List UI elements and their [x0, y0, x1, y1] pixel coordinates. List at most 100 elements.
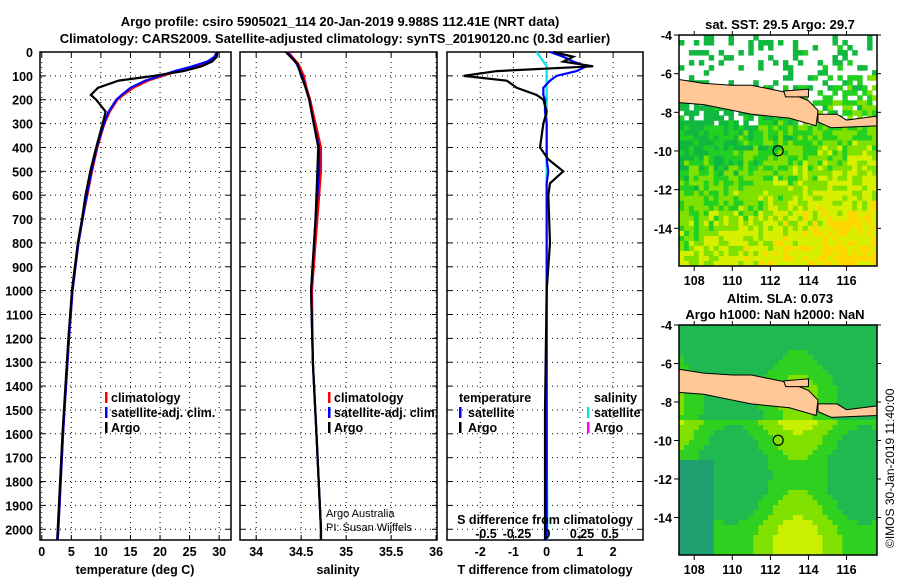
map-cell	[723, 230, 729, 237]
map-cell	[679, 340, 685, 346]
map-cell	[723, 255, 729, 262]
map-cell	[852, 365, 858, 371]
map-cell	[728, 425, 734, 431]
map-cell	[822, 360, 828, 366]
map-cell	[693, 530, 700, 536]
map-cell	[718, 360, 725, 366]
map-cell	[733, 535, 739, 541]
map-cell	[782, 225, 789, 232]
map-cell	[822, 185, 828, 192]
x-tick-label: 1	[576, 545, 583, 559]
map-cell	[807, 535, 814, 541]
map-cell	[728, 145, 734, 151]
x-tick-label: 25	[183, 545, 197, 559]
lat-tick-label: -12	[654, 473, 672, 487]
map-cell	[733, 420, 739, 426]
map-cell	[693, 145, 700, 151]
map-cell	[768, 470, 774, 476]
map-cell	[842, 530, 848, 536]
map-cell	[787, 515, 794, 521]
map-cell	[708, 255, 715, 262]
map-cell	[862, 135, 868, 141]
map-cell	[852, 110, 858, 116]
map-cell	[698, 330, 705, 336]
map-cell	[827, 255, 833, 262]
map-cell	[797, 345, 804, 351]
map-cell	[743, 490, 749, 496]
map-cell	[867, 435, 873, 441]
map-cell	[693, 175, 700, 182]
map-cell	[743, 175, 749, 182]
map-cell	[862, 370, 868, 376]
map-cell	[698, 155, 705, 162]
map-cell	[723, 425, 729, 431]
map-cell	[738, 190, 744, 197]
map-cell	[847, 430, 853, 436]
map-cell	[812, 480, 819, 486]
map-cell	[842, 495, 848, 501]
map-cell	[703, 125, 710, 131]
map-cell	[679, 480, 685, 486]
map-cell	[688, 460, 695, 466]
map-cell	[728, 440, 734, 446]
map-cell	[758, 535, 764, 541]
map-cell	[778, 410, 784, 416]
map-cell	[807, 215, 814, 222]
map-cell	[758, 205, 764, 212]
map-cell	[768, 475, 774, 481]
map-cell	[857, 145, 863, 151]
map-cell	[738, 545, 744, 551]
map-cell	[748, 145, 754, 151]
map-cell	[847, 530, 853, 536]
map-cell	[728, 135, 734, 141]
map-cell	[817, 435, 824, 441]
map-cell	[683, 545, 690, 551]
map-cell	[758, 465, 764, 471]
map-cell	[708, 335, 715, 341]
map-cell	[852, 225, 858, 232]
map-cell	[837, 65, 843, 71]
map-cell	[822, 485, 828, 491]
map-cell	[827, 430, 833, 436]
map-cell	[718, 510, 725, 516]
map-cell	[768, 185, 774, 192]
series-line-t-satellite	[542, 50, 590, 540]
map-cell	[688, 155, 695, 162]
map-cell	[802, 335, 809, 341]
map-cell	[703, 540, 710, 546]
map-cell	[802, 185, 809, 192]
map-cell	[708, 105, 715, 111]
map-cell	[708, 515, 715, 521]
map-cell	[802, 505, 809, 511]
map-cell	[693, 125, 700, 131]
map-cell	[728, 340, 734, 346]
map-cell	[852, 485, 858, 491]
map-cell	[842, 500, 848, 506]
map-cell	[713, 195, 720, 202]
map-cell	[837, 340, 843, 346]
map-cell	[758, 345, 764, 351]
map-cell	[847, 345, 853, 351]
y-tick-label: 600	[12, 189, 33, 203]
map-cell	[743, 365, 749, 371]
map-cell	[778, 140, 784, 146]
map-cell	[807, 440, 814, 446]
map-cell	[837, 475, 843, 481]
map-cell	[847, 220, 853, 227]
map-cell	[773, 370, 779, 376]
map-cell	[837, 505, 843, 511]
map-cell	[867, 165, 873, 172]
map-cell	[723, 350, 729, 356]
map-cell	[748, 520, 754, 526]
map-cell	[679, 240, 685, 247]
map-cell	[743, 335, 749, 341]
map-cell	[857, 450, 863, 456]
map-cell	[743, 180, 749, 187]
map-cell	[857, 180, 863, 187]
map-cell	[708, 235, 715, 242]
map-cell	[718, 200, 725, 207]
map-cell	[728, 55, 734, 61]
map-cell	[812, 500, 819, 506]
map-cell	[857, 515, 863, 521]
map-cell	[817, 195, 824, 202]
